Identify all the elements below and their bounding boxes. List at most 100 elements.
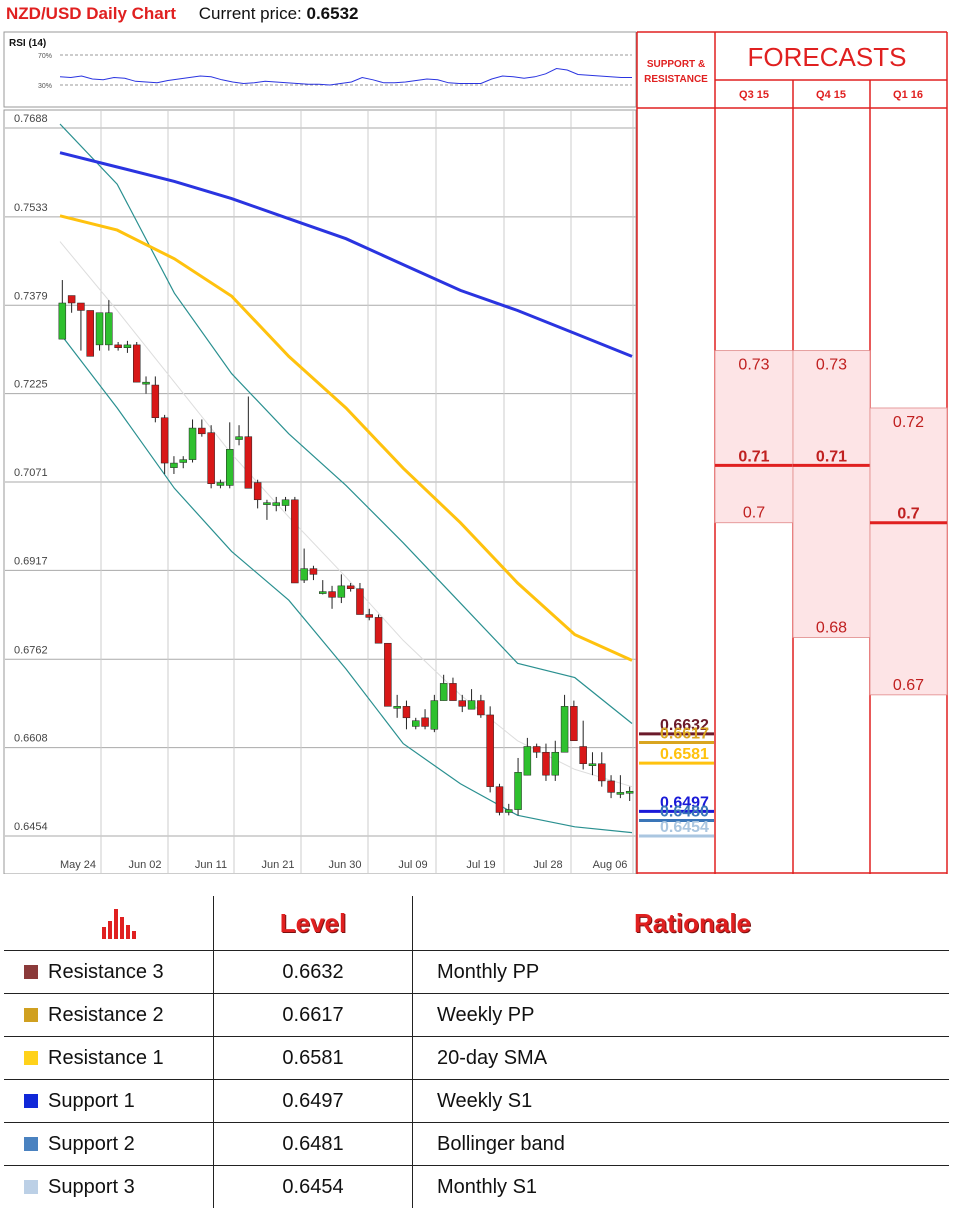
level-color-swatch	[24, 1180, 38, 1194]
x-tick-label: Jul 09	[398, 859, 427, 871]
y-tick-label: 0.7225	[14, 379, 48, 391]
candle-body	[496, 787, 503, 813]
candle-body	[254, 483, 261, 500]
level-rationale: 20-day SMA	[413, 1037, 950, 1080]
forecast-range	[793, 351, 870, 638]
level-rationale: Bollinger band	[413, 1123, 950, 1166]
x-tick-label: Jun 21	[261, 859, 294, 871]
candle-body	[319, 592, 326, 594]
candle-body	[477, 701, 484, 715]
level-name: Resistance 3	[48, 961, 164, 983]
candle-body	[208, 433, 215, 484]
bars-icon	[100, 905, 136, 941]
candle-body	[273, 503, 280, 506]
forecast-max-label: 0.73	[738, 357, 769, 374]
forecast-min-label: 0.7	[743, 505, 765, 522]
forecast-max-label: 0.73	[816, 357, 847, 374]
level-rationale: Weekly S1	[413, 1080, 950, 1123]
forecast-col-q4: Q4 15	[816, 89, 846, 101]
forecast-range	[870, 408, 947, 695]
level-name: Resistance 2	[48, 1004, 164, 1026]
x-tick-label: May 24	[60, 859, 96, 871]
level-rationale: Weekly PP	[413, 994, 950, 1037]
candle-body	[412, 721, 419, 727]
candle-body	[366, 615, 373, 618]
y-tick-label: 0.7071	[14, 467, 48, 479]
candle-body	[115, 345, 122, 348]
forecast-title: FORECASTS	[748, 42, 907, 72]
candle-body	[152, 385, 159, 418]
sr-label: 0.6480	[660, 804, 709, 821]
forecast-ranges: 0.73 0.71 0.7 0.73 0.71 0.68 0.72 0.7 0.67	[715, 351, 947, 695]
candle-body	[487, 715, 494, 787]
level-name-cell: Resistance 1	[4, 1037, 214, 1080]
level-name-cell: Support 2	[4, 1123, 214, 1166]
candle-body	[394, 706, 401, 708]
x-tick-label: Aug 06	[593, 859, 628, 871]
rsi-panel: RSI (14) 70% 30%	[4, 32, 636, 107]
candle-body	[459, 701, 466, 707]
candle-body	[282, 500, 289, 506]
y-tick-label: 0.6608	[14, 733, 48, 745]
candle-body	[375, 617, 382, 643]
rsi-label: RSI (14)	[9, 38, 46, 49]
candle-body	[124, 345, 131, 348]
candle-body	[245, 437, 252, 489]
forecast-mean-label: 0.7	[897, 506, 919, 523]
candle-body	[384, 643, 391, 706]
candle-body	[505, 810, 512, 813]
level-value: 0.6454	[214, 1166, 413, 1208]
level-color-swatch	[24, 1008, 38, 1022]
candle-body	[533, 746, 540, 752]
y-tick-label: 0.7533	[14, 202, 48, 214]
table-header-row: Level Rationale	[4, 896, 949, 951]
sr-label: 0.6581	[660, 746, 709, 763]
level-name: Support 2	[48, 1133, 135, 1155]
candle-body	[329, 592, 336, 598]
sr-header-line2: RESISTANCE	[644, 74, 708, 85]
candle-body	[431, 701, 438, 730]
candle-body	[217, 483, 224, 486]
level-name-cell: Resistance 3	[4, 951, 214, 994]
candle-body	[422, 718, 429, 727]
candle-body	[580, 746, 587, 763]
candle-body	[198, 428, 205, 434]
candle-body	[291, 500, 298, 583]
forecast-max-label: 0.72	[893, 414, 924, 431]
x-tick-label: Jun 02	[128, 859, 161, 871]
y-tick-label: 0.6762	[14, 644, 48, 656]
candle-body	[180, 460, 187, 463]
price-panel: 0.76880.75330.73790.72250.70710.69170.67…	[4, 110, 636, 874]
level-rationale: Monthly PP	[413, 951, 950, 994]
candle-body	[77, 303, 84, 310]
candle-body	[552, 752, 559, 775]
y-tick-label: 0.7688	[14, 113, 48, 125]
candle-body	[338, 586, 345, 597]
x-tick-label: Jun 11	[195, 859, 227, 871]
forecast-col-q1: Q1 16	[893, 89, 923, 101]
forecast-mean-label: 0.71	[738, 448, 769, 465]
forecast-mean-label: 0.71	[816, 448, 847, 465]
level-value: 0.6617	[214, 994, 413, 1037]
candle-body	[59, 303, 66, 339]
candle-body	[449, 683, 456, 700]
candle-body	[347, 586, 354, 589]
candle-body	[608, 781, 615, 792]
forecast-min-label: 0.68	[816, 619, 847, 636]
level-value: 0.6632	[214, 951, 413, 994]
level-name-cell: Resistance 2	[4, 994, 214, 1037]
level-value: 0.6481	[214, 1123, 413, 1166]
candle-body	[310, 569, 317, 575]
y-tick-label: 0.6917	[14, 555, 48, 567]
candle-body	[570, 706, 577, 740]
forecast-min-label: 0.67	[893, 677, 924, 694]
bar-chart-icon	[4, 896, 214, 951]
candle-body	[226, 449, 233, 485]
sr-label: 0.6617	[660, 725, 709, 742]
candle-body	[440, 683, 447, 700]
level-name: Support 3	[48, 1176, 135, 1198]
